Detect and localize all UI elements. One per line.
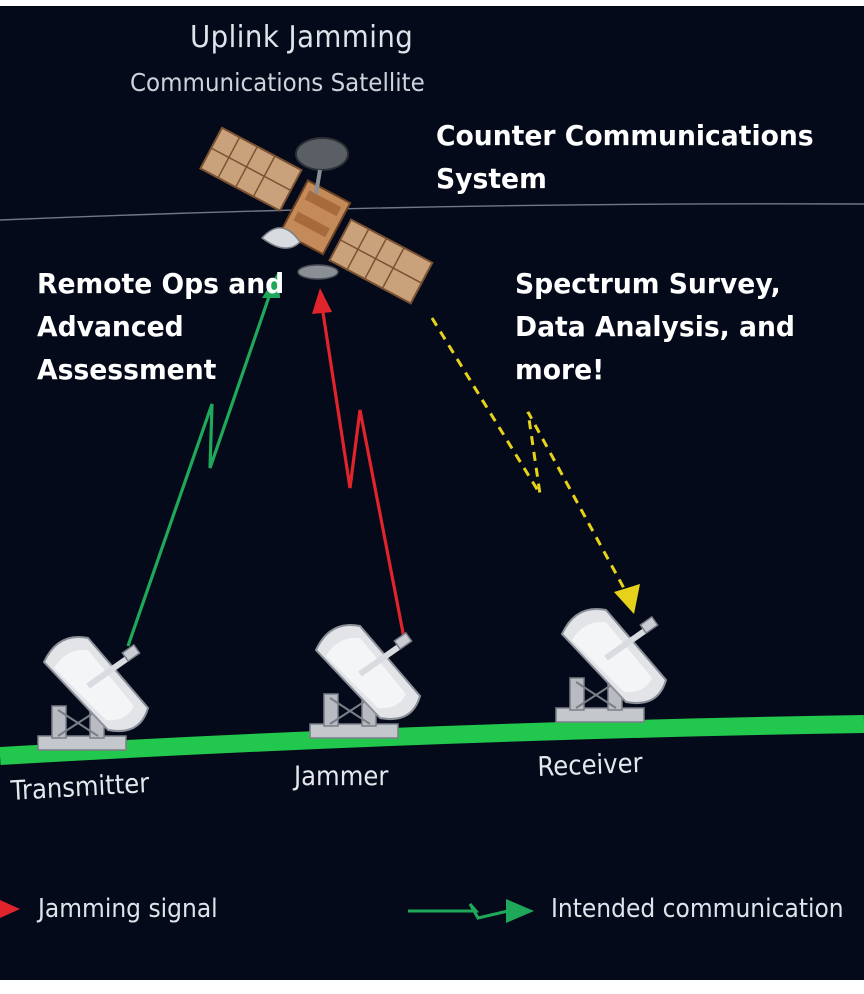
legend-intended-marker — [408, 899, 534, 923]
legend-jamming-marker — [0, 900, 20, 918]
diagram-subtitle: Communications Satellite — [130, 68, 425, 97]
satellite-icon — [199, 126, 434, 305]
receiver-label: Receiver — [537, 747, 644, 783]
downlink-arrow — [430, 317, 640, 614]
jammer-label: Jammer — [294, 761, 389, 792]
diagram-canvas — [0, 126, 864, 923]
legend-intended-label: Intended communication — [551, 894, 844, 924]
jammer-dish-icon — [310, 625, 420, 738]
uplink-arrow — [126, 272, 280, 647]
legend-jamming-label: Jamming signal — [38, 894, 218, 924]
transmitter-dish-icon — [38, 637, 148, 750]
overlay-remote-ops: Remote Ops and Advanced Assessment — [37, 267, 285, 386]
overlay-counter-communications: Counter Communications System — [436, 119, 814, 195]
diagram-panel: Uplink Jamming Communications Satellite … — [0, 6, 864, 980]
orbit-line — [0, 203, 864, 221]
overlay-spectrum-survey: Spectrum Survey, Data Analysis, and more… — [515, 267, 795, 386]
receiver-dish-icon — [556, 609, 666, 722]
jamming-arrow — [312, 288, 406, 639]
diagram-title: Uplink Jamming — [190, 20, 414, 55]
